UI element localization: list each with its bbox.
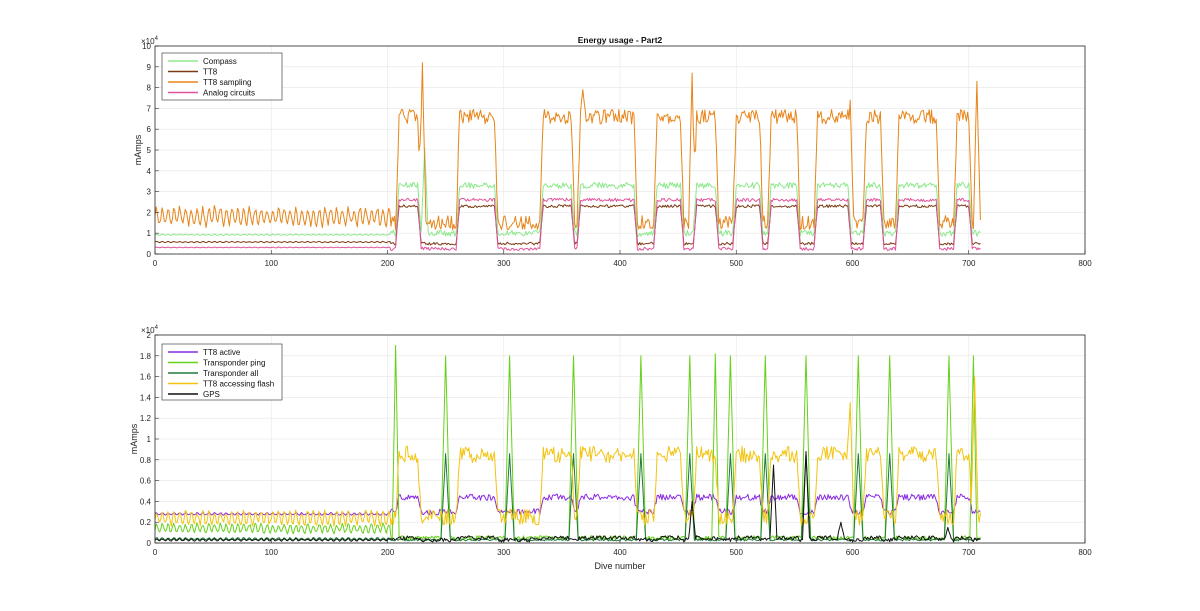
legend-label: TT8 (203, 68, 218, 77)
top-y-axis-label: mAmps (133, 134, 143, 165)
y-tick-label: 0 (147, 250, 152, 259)
x-tick-label: 300 (497, 259, 511, 268)
legend-label: Transponder all (203, 369, 259, 378)
x-tick-label: 100 (265, 259, 279, 268)
x-tick-label: 400 (613, 259, 627, 268)
x-tick-label: 800 (1078, 259, 1092, 268)
y-tick-label: 9 (147, 63, 152, 72)
legend-label: GPS (203, 390, 220, 399)
y-tick-label: 0.6 (140, 477, 152, 486)
legend-label: TT8 sampling (203, 78, 251, 87)
x-tick-label: 0 (153, 548, 158, 557)
x-tick-label: 400 (613, 548, 627, 557)
y-tick-label: 10 (142, 42, 151, 51)
top-series-group (154, 62, 981, 251)
y-tick-label: 2 (147, 331, 152, 340)
x-tick-label: 300 (497, 548, 511, 557)
x-tick-label: 600 (846, 259, 860, 268)
legend-label: TT8 active (203, 348, 241, 357)
x-tick-label: 200 (381, 259, 395, 268)
y-tick-label: 1.6 (140, 373, 152, 382)
y-tick-label: 6 (147, 125, 152, 134)
x-tick-label: 500 (730, 548, 744, 557)
y-tick-label: 4 (147, 167, 152, 176)
legend-label: Compass (203, 57, 237, 66)
y-tick-label: 1.8 (140, 352, 152, 361)
x-tick-label: 800 (1078, 548, 1092, 557)
x-tick-label: 100 (265, 548, 279, 557)
bottom-axes: 0 100 200 300 400 500 600 700 800 0 0.2 0.4 0.6 0.8 1 1… (129, 325, 1092, 571)
series-line-tt8-sampling (154, 62, 981, 231)
top-y-exponent-base: ×10 (141, 37, 155, 46)
y-tick-label: 1 (147, 229, 152, 238)
series-line-tt8 (154, 204, 981, 246)
series-line-gps (154, 451, 981, 543)
legend-label: Transponder ping (203, 359, 265, 368)
y-tick-label: 0.2 (140, 518, 152, 527)
y-tick-label: 7 (147, 104, 152, 113)
legend-label: Analog circuits (203, 89, 255, 98)
series-line-transponder-all (154, 453, 981, 542)
y-tick-label: 8 (147, 84, 152, 93)
x-tick-label: 700 (962, 548, 976, 557)
series-line-tt8-active (154, 493, 981, 516)
top-y-exponent-power: 4 (155, 36, 159, 42)
series-line-analog-circuits (154, 197, 981, 251)
bottom-y-exponent: ×104 (141, 325, 159, 335)
top-chart-title: Energy usage - Part2 (578, 35, 663, 45)
y-tick-label: 0 (147, 539, 152, 548)
series-line-compass (154, 147, 981, 237)
top-axes: 0 100 200 300 400 500 600 700 800 0 1 2 3 4 5 6 7 8 9 10 En… (133, 35, 1092, 268)
x-tick-label: 0 (153, 259, 158, 268)
top-y-exponent: ×104 (141, 36, 159, 46)
series-line-tt8-accessing-flash (154, 376, 981, 527)
y-tick-label: 3 (147, 188, 152, 197)
bottom-y-axis-label: mAmps (129, 423, 139, 454)
x-tick-label: 200 (381, 548, 395, 557)
y-tick-label: 1 (147, 435, 152, 444)
x-tick-label: 600 (846, 548, 860, 557)
x-tick-label: 500 (730, 259, 744, 268)
x-tick-label: 700 (962, 259, 976, 268)
y-tick-label: 0.4 (140, 497, 152, 506)
bottom-series-group (154, 344, 981, 543)
bottom-y-exponent-base: ×10 (141, 326, 155, 335)
y-tick-label: 1.4 (140, 393, 152, 402)
bottom-ticks: 0 100 200 300 400 500 600 700 800 0 0.2 0.4 0.6 0.8 1 1… (140, 331, 1092, 557)
bottom-legend-box (161, 343, 283, 401)
legend-label: TT8 accessing flash (203, 380, 274, 389)
bottom-x-axis-label: Dive number (594, 561, 645, 571)
y-tick-label: 5 (147, 146, 152, 155)
bottom-y-exponent-power: 4 (155, 325, 159, 331)
top-ticks: 0 100 200 300 400 500 600 700 800 0 1 2 3 4 5 6 7 8 9 10 (142, 42, 1092, 268)
y-tick-label: 0.8 (140, 456, 152, 465)
y-tick-label: 1.2 (140, 414, 152, 423)
y-tick-label: 2 (147, 208, 152, 217)
